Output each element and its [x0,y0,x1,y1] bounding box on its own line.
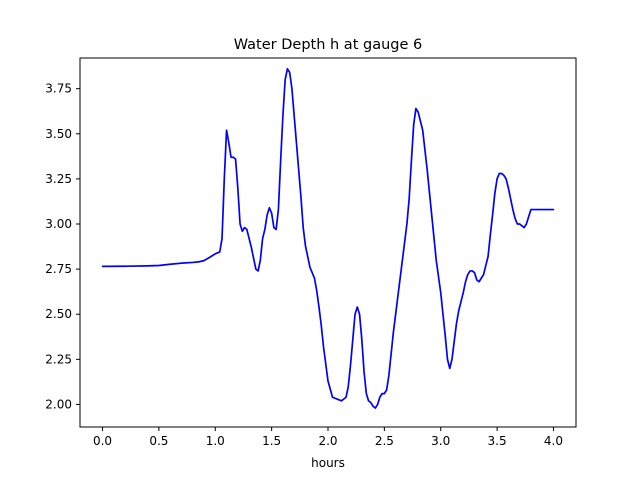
x-tick-label: 0.5 [149,434,168,448]
x-tick-label: 2.0 [318,434,337,448]
chart-title: Water Depth h at gauge 6 [234,37,422,53]
y-tick-label: 2.75 [45,262,72,276]
x-tick-label: 4.0 [544,434,563,448]
y-tick-label: 2.50 [45,307,72,321]
plot-area [101,67,555,409]
y-axis: 2.00 2.25 2.50 2.75 3.00 3.25 3.50 3.75 [45,82,80,411]
x-tick-label: 1.5 [262,434,281,448]
y-tick-label: 2.00 [45,397,72,411]
series-line-0 [101,67,555,409]
x-tick-label: 1.0 [206,434,225,448]
x-axis: 0.0 0.5 1.0 1.5 2.0 2.5 3.0 3.5 4.0 [93,427,563,448]
y-tick-label: 3.25 [45,172,72,186]
x-tick-label: 3.5 [488,434,507,448]
y-tick-label: 2.25 [45,352,72,366]
x-tick-label: 0.0 [93,434,112,448]
x-axis-label: hours [311,456,345,470]
x-tick-label: 2.5 [375,434,394,448]
y-tick-label: 3.75 [45,82,72,96]
y-tick-label: 3.00 [45,217,72,231]
y-tick-label: 3.50 [45,127,72,141]
x-tick-label: 3.0 [431,434,450,448]
